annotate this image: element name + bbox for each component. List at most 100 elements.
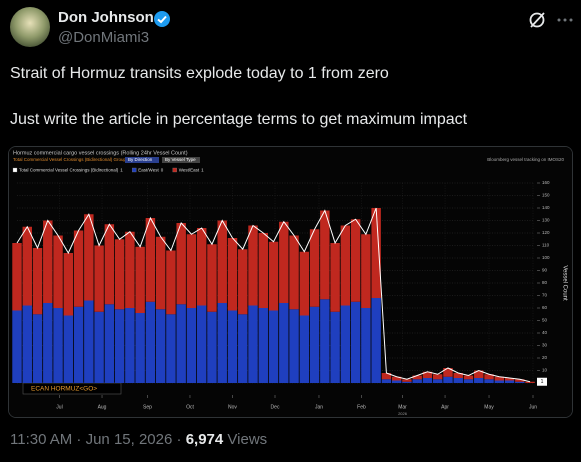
avatar[interactable] [10, 7, 50, 47]
bar [73, 230, 84, 307]
button[interactable] [162, 157, 200, 163]
y-tick-label: 20 [542, 355, 548, 360]
y-tick-label: 120 [542, 230, 550, 235]
bar [504, 378, 515, 381]
bar [135, 246, 145, 313]
bar [22, 226, 32, 306]
bar [63, 315, 74, 383]
bar [207, 244, 217, 312]
bar [125, 231, 135, 308]
y-axis-label: Vessel Count [561, 265, 567, 301]
bar [361, 234, 371, 308]
view-count: 6,974 [185, 431, 224, 448]
legend-swatch [132, 167, 137, 173]
bar [422, 371, 433, 378]
bar [320, 299, 330, 383]
x-tick-label: May [484, 404, 494, 410]
bar [309, 229, 320, 307]
year-label: 2026 [398, 411, 408, 416]
verified-badge [154, 11, 170, 27]
chart-subtitle: Total Commercial Vessel Crossings (Bidir… [13, 157, 133, 162]
bar [381, 373, 392, 380]
bar [114, 309, 125, 383]
bar [43, 220, 53, 303]
bar [289, 309, 299, 383]
button-label[interactable]: By Direction [128, 157, 153, 162]
bar [371, 208, 381, 298]
bar [504, 380, 515, 383]
total-line [16, 207, 531, 383]
bar [279, 303, 289, 383]
timestamp[interactable]: 11:30 AM · Jun 15, 2026 [10, 431, 173, 448]
button[interactable] [125, 157, 159, 163]
chart-image[interactable]: Hormuz commercial cargo vessel crossings… [8, 146, 573, 418]
button-label[interactable]: By Vessel Type [165, 157, 196, 162]
legend-label: Total Commercial Vessel Crossings (Bidir… [19, 168, 119, 173]
views-label: Views [227, 431, 268, 448]
bar [22, 305, 32, 383]
bar [227, 238, 238, 311]
x-tick-label: Sep [143, 404, 152, 410]
bar [412, 379, 422, 383]
bar [412, 375, 422, 380]
last-value-label: 1 [541, 379, 544, 385]
y-tick-label: 110 [542, 243, 550, 248]
bar [135, 313, 145, 383]
y-tick-label: 100 [542, 255, 550, 260]
author-handle[interactable]: @DonMiami3 [58, 29, 150, 46]
x-tick-label: Nov [228, 404, 237, 410]
bar [12, 243, 22, 311]
last-value-box [537, 377, 547, 386]
bar [402, 381, 412, 383]
bar [453, 378, 463, 383]
legend-value: 1 [201, 168, 204, 173]
bar [381, 379, 392, 383]
legend-label: East/West [138, 168, 159, 173]
bar [94, 245, 104, 312]
bar [32, 314, 43, 383]
bar [350, 219, 361, 302]
y-tick-label: 50 [542, 318, 548, 323]
bar [258, 233, 268, 308]
bar [474, 378, 484, 383]
bar [145, 218, 156, 302]
y-tick-label: 10 [542, 368, 548, 373]
y-tick-label: 160 [542, 180, 550, 185]
tweet-text-line: Strait of Hormuz transits explode today … [10, 65, 389, 82]
bar [53, 308, 63, 383]
bar [145, 301, 156, 383]
bar [125, 308, 135, 383]
bar [371, 298, 381, 383]
bar [525, 381, 535, 383]
bar [84, 300, 94, 383]
bar [432, 374, 443, 380]
bar [238, 314, 248, 383]
author-name[interactable]: Don Johnson [58, 9, 154, 26]
bar [289, 235, 299, 310]
bar [515, 381, 525, 383]
bar [340, 225, 351, 306]
bar [391, 380, 402, 383]
y-tick-label: 80 [542, 280, 548, 285]
bar [443, 368, 453, 377]
x-tick-label: Jan [315, 404, 323, 410]
bar [63, 253, 74, 316]
bar [361, 308, 371, 383]
x-tick-label: Aug [98, 404, 107, 410]
bar [238, 249, 248, 315]
bar [463, 379, 474, 383]
grok-icon[interactable] [527, 10, 547, 30]
bar [94, 311, 104, 383]
bar [104, 224, 115, 305]
y-tick-label: 60 [542, 305, 548, 310]
bar [32, 248, 43, 315]
bar [258, 308, 268, 383]
bar [299, 251, 310, 316]
bar [248, 225, 258, 306]
bar [217, 220, 227, 303]
bar [494, 376, 505, 381]
x-tick-label: Dec [271, 404, 280, 410]
bar [196, 305, 207, 383]
more-icon[interactable] [555, 10, 575, 30]
bar [309, 306, 320, 383]
